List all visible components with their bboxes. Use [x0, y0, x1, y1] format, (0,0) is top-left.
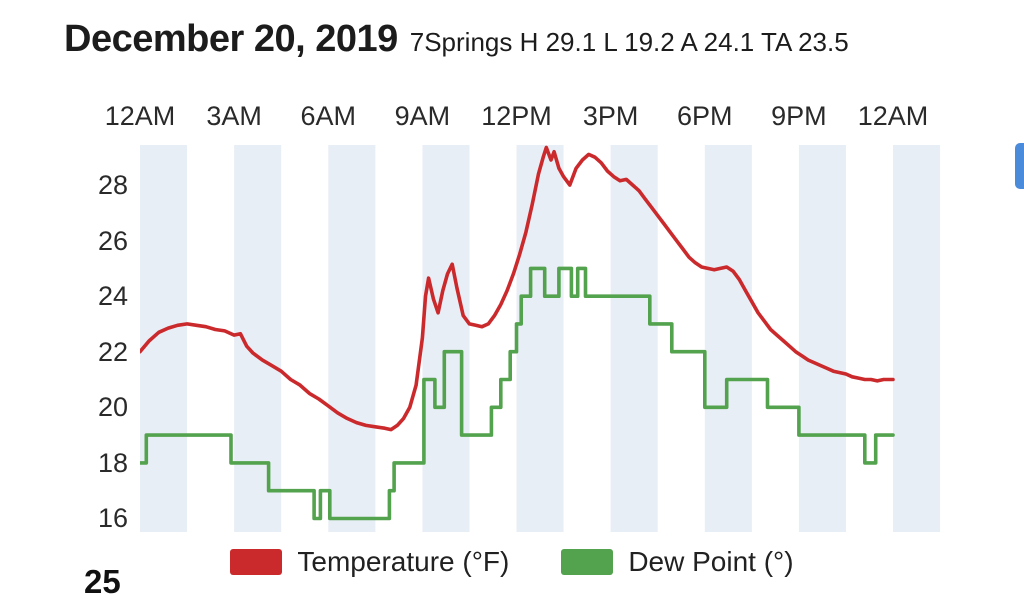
y-tick-label: 20 [97, 392, 128, 423]
background-band [516, 145, 564, 532]
x-tick-label: 12PM [481, 101, 552, 131]
page-title: December 20, 2019 [64, 18, 398, 60]
dew-point-legend-label: Dew Point (°) [628, 546, 794, 577]
y-tick-label: 16 [97, 503, 128, 534]
x-axis-labels: 12AM 3AM 6AM 9AM 12PM 3PM 6PM 9PM 12AM [0, 100, 1024, 134]
y-tick-label: 24 [97, 281, 128, 312]
x-tick-label: 9AM [394, 101, 451, 131]
x-tick-label: 9PM [771, 101, 827, 131]
y-axis-labels: 28 26 24 22 20 18 16 [0, 0, 128, 582]
station-stats-subtitle: 7Springs H 29.1 L 19.2 A 24.1 TA 23.5 [409, 27, 849, 57]
background-band [140, 145, 188, 532]
y-tick-label: 22 [97, 336, 128, 367]
dew-point-line [140, 266, 895, 521]
legend: Temperature (°F) Dew Point (°) [0, 546, 1024, 578]
x-tick-label: 6AM [300, 101, 357, 131]
background-band [798, 145, 846, 532]
next-chart-partial-label: 25 [84, 563, 121, 600]
background-band [328, 145, 376, 532]
plot-area[interactable] [140, 145, 985, 532]
temperature-legend-label: Temperature (°F) [297, 546, 510, 577]
x-tick-label: 12AM [104, 101, 176, 131]
y-tick-label: 18 [97, 447, 128, 478]
x-tick-label: 3PM [582, 101, 639, 131]
temperature-swatch [230, 549, 283, 575]
scrollbar-thumb[interactable] [1015, 143, 1024, 189]
plot-svg [140, 145, 941, 532]
legend-item-temperature[interactable]: Temperature (°F) [230, 546, 509, 578]
background-band [704, 145, 752, 532]
background-band [422, 145, 470, 532]
x-tick-label: 12AM [857, 101, 929, 131]
y-tick-label: 26 [97, 225, 128, 256]
chart-header: December 20, 2019 7Springs H 29.1 L 19.2… [64, 18, 849, 61]
legend-item-dew-point[interactable]: Dew Point (°) [561, 546, 794, 578]
background-band [610, 145, 658, 532]
dew-point-swatch [561, 549, 614, 575]
temperature-line [140, 145, 895, 432]
y-tick-label: 28 [97, 170, 128, 200]
background-band [893, 145, 941, 532]
x-tick-label: 6PM [676, 101, 733, 131]
x-tick-label: 3AM [206, 101, 262, 131]
